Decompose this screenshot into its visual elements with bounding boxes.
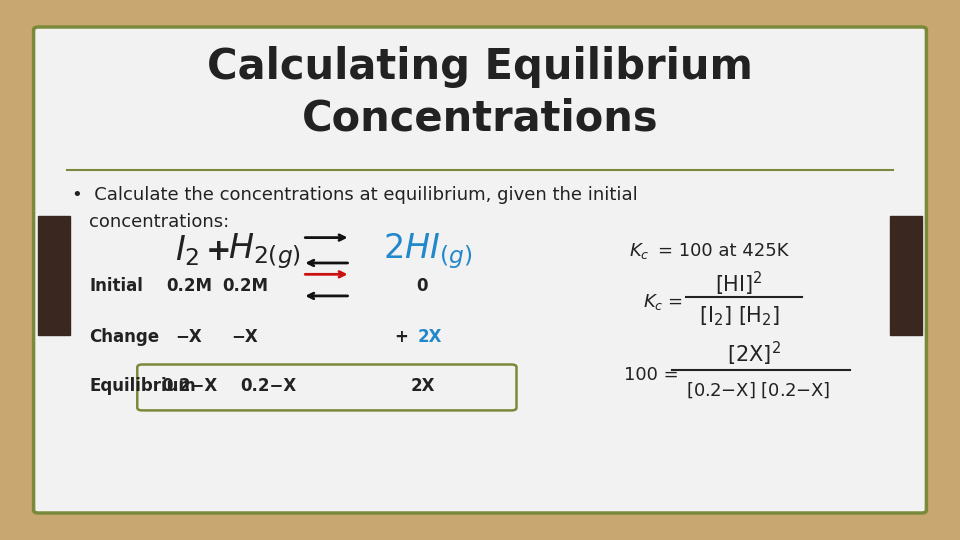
Text: Calculating Equilibrium: Calculating Equilibrium [207, 46, 753, 89]
Text: $H_{2(g)}$: $H_{2(g)}$ [228, 231, 300, 271]
Text: 2X: 2X [418, 328, 443, 347]
Text: 2X: 2X [410, 377, 435, 395]
Text: [0.2$-$X] [0.2$-$X]: [0.2$-$X] [0.2$-$X] [686, 380, 830, 400]
Text: concentrations:: concentrations: [89, 213, 229, 231]
Text: Equilibrium: Equilibrium [89, 377, 196, 395]
Text: $K_c$ =: $K_c$ = [643, 292, 684, 313]
Text: [I$_2$] [H$_2$]: [I$_2$] [H$_2$] [699, 304, 780, 328]
Text: Change: Change [89, 328, 159, 347]
Bar [38, 216, 70, 335]
Text: −X: −X [176, 328, 203, 347]
Text: +: + [395, 328, 408, 347]
Text: $K_c$: $K_c$ [629, 241, 649, 261]
Text: 0.2−X: 0.2−X [161, 377, 217, 395]
Text: 0.2M: 0.2M [222, 277, 268, 295]
Text: [HI]$^2$: [HI]$^2$ [715, 269, 763, 298]
Text: 0.2−X: 0.2−X [241, 377, 297, 395]
Text: +: + [206, 237, 231, 266]
Text: Concentrations: Concentrations [301, 98, 659, 140]
Text: Initial: Initial [89, 277, 143, 295]
Text: = 100 at 425K: = 100 at 425K [658, 242, 788, 260]
Text: 100 =: 100 = [624, 366, 679, 384]
Text: [2X]$^2$: [2X]$^2$ [727, 340, 780, 368]
Text: 0.2M: 0.2M [166, 277, 212, 295]
Text: $2HI_{(g)}$: $2HI_{(g)}$ [383, 231, 471, 271]
Text: 0: 0 [417, 277, 428, 295]
Text: $I_2$: $I_2$ [175, 234, 200, 268]
Bar [890, 216, 922, 335]
FancyBboxPatch shape [34, 27, 926, 513]
Text: •  Calculate the concentrations at equilibrium, given the initial: • Calculate the concentrations at equili… [72, 186, 637, 204]
Text: −X: −X [231, 328, 258, 347]
